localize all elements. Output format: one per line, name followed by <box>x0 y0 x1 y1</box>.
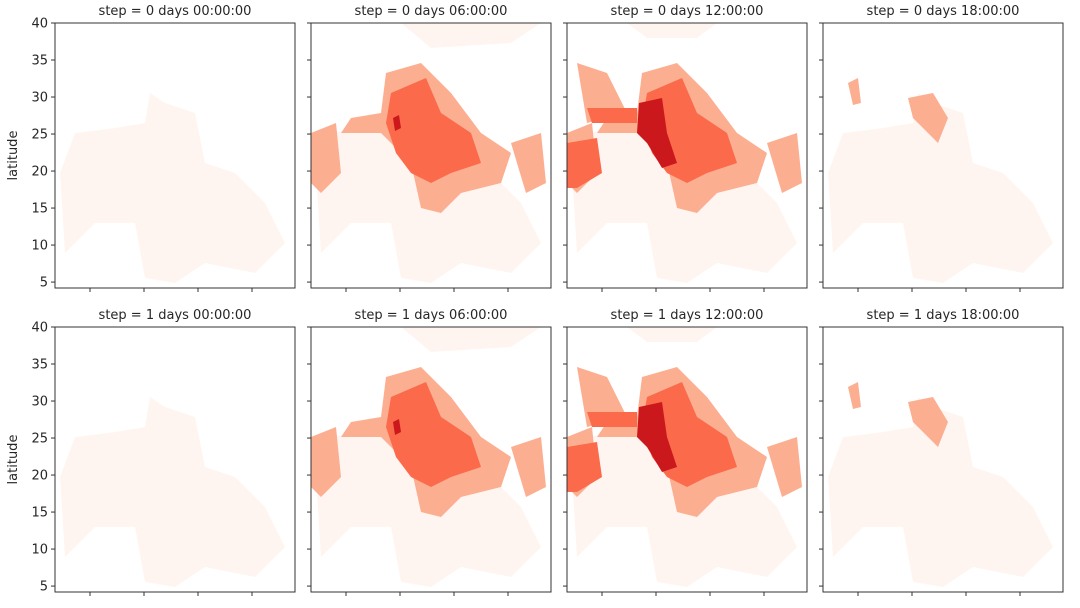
contour-region <box>60 93 285 283</box>
y-tick-label: 10 <box>31 543 48 558</box>
contour-region <box>393 115 401 131</box>
contour-region <box>393 419 401 435</box>
y-tick-label: 15 <box>31 506 48 521</box>
panel-4: step = 1 days 00:00:00 5 10 15 20 25 30 35 40 lat… <box>6 308 296 596</box>
axes-frame <box>310 22 552 289</box>
axes-frame <box>822 326 1064 593</box>
axes-frame <box>566 326 808 593</box>
y-tick-label: 20 <box>31 165 48 180</box>
contour-region <box>386 382 481 487</box>
y-tick-label: 25 <box>31 128 48 143</box>
panel-title: step = 0 days 00:00:00 <box>99 4 252 19</box>
contour-region <box>511 437 546 497</box>
heatmap-field <box>828 78 1053 283</box>
y-tick-label: 30 <box>31 91 48 106</box>
y-tick-label: 10 <box>31 239 48 254</box>
contour-region <box>848 382 861 409</box>
heatmap-field <box>828 382 1053 587</box>
contour-region <box>667 203 737 268</box>
contour-region <box>637 98 677 168</box>
heatmap-field <box>311 327 546 587</box>
contour-region <box>587 108 637 123</box>
panel-title: step = 1 days 12:00:00 <box>611 308 764 323</box>
contour-region <box>587 412 637 427</box>
heatmap-field <box>311 23 546 283</box>
heatmap-field <box>567 23 802 283</box>
contour-region <box>627 327 717 342</box>
y-tick-label: 20 <box>31 469 48 484</box>
axes-frame <box>566 22 808 289</box>
contour-region <box>848 78 861 105</box>
panel-title: step = 1 days 06:00:00 <box>355 308 508 323</box>
panel-2: step = 0 days 12:00:00 <box>563 4 808 292</box>
contour-region <box>155 203 225 268</box>
panel-title: step = 0 days 12:00:00 <box>611 4 764 19</box>
y-tick-label: 5 <box>40 580 48 595</box>
contour-region <box>311 123 341 193</box>
y-axis-label: latitude <box>6 435 21 485</box>
panel-title: step = 0 days 06:00:00 <box>355 4 508 19</box>
heatmap-field <box>60 397 285 587</box>
contour-region <box>401 327 541 352</box>
contour-region <box>60 397 285 587</box>
panel-3: step = 0 days 18:00:00 <box>819 4 1064 292</box>
y-tick-label: 30 <box>31 395 48 410</box>
contour-region <box>401 23 541 48</box>
contour-region <box>767 133 802 193</box>
y-tick-label: 25 <box>31 432 48 447</box>
contour-region <box>828 397 1053 587</box>
contour-region <box>411 203 481 268</box>
axes-frame <box>310 326 552 593</box>
contour-region <box>627 23 717 38</box>
panel-1: step = 0 days 06:00:00 <box>307 4 552 292</box>
contour-region <box>511 133 546 193</box>
contour-region <box>923 203 993 268</box>
panel-title: step = 1 days 00:00:00 <box>99 308 252 323</box>
panel-5: step = 1 days 06:00:00 <box>307 308 552 596</box>
panel-title: step = 1 days 18:00:00 <box>867 308 1020 323</box>
y-tick-label: 15 <box>31 202 48 217</box>
contour-region <box>767 437 802 497</box>
contour-region <box>311 427 341 497</box>
panel-7: step = 1 days 18:00:00 <box>819 308 1064 596</box>
contour-region <box>637 402 677 472</box>
contour-region <box>386 78 481 183</box>
axes-frame <box>54 22 296 289</box>
contour-region <box>567 442 602 492</box>
y-tick-label: 40 <box>31 17 48 32</box>
y-tick-label: 5 <box>40 276 48 291</box>
axes-frame <box>822 22 1064 289</box>
y-axis-label: latitude <box>6 131 21 181</box>
contour-region <box>908 93 948 143</box>
panel-0: step = 0 days 00:00:00 5 10 15 20 25 30 35 40 lat… <box>6 4 296 292</box>
contour-region <box>667 507 737 572</box>
y-tick-label: 35 <box>31 54 48 69</box>
contour-region <box>828 93 1053 283</box>
heatmap-field <box>60 93 285 283</box>
y-tick-label: 40 <box>31 321 48 336</box>
axes-frame <box>54 326 296 593</box>
y-tick-label: 35 <box>31 358 48 373</box>
contour-region <box>567 138 602 188</box>
heatmap-field <box>567 327 802 587</box>
panel-6: step = 1 days 12:00:00 <box>563 308 808 596</box>
contour-region <box>155 507 225 572</box>
panel-title: step = 0 days 18:00:00 <box>867 4 1020 19</box>
contour-region <box>411 507 481 572</box>
contour-region <box>908 397 948 447</box>
contour-region <box>923 507 993 572</box>
